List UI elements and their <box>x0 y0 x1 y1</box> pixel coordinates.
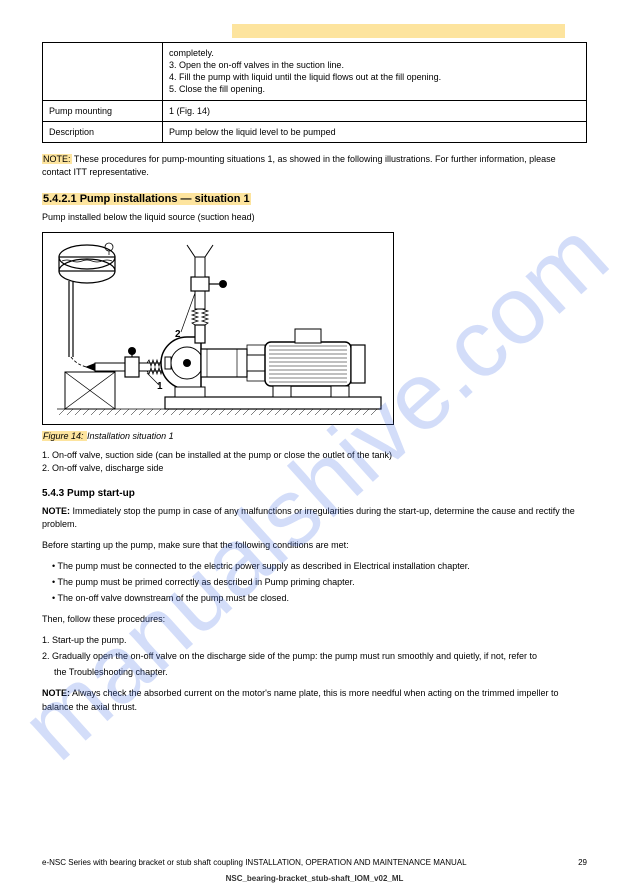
bullet-3: • The on-off valve downstream of the pum… <box>52 592 587 605</box>
warning-p1-label: NOTE: <box>42 506 70 516</box>
warning-p3-text: Always check the absorbed current on the… <box>42 688 558 711</box>
figure-legend: 1. On-off valve, suction side (can be in… <box>42 449 587 476</box>
figure-caption-prefix: Figure 14: <box>42 431 87 441</box>
subsection-title: 5.4.3 Pump start-up <box>42 488 587 499</box>
warning-p1: NOTE: Immediately stop the pump in case … <box>42 505 587 531</box>
figure-caption: Figure 14: Installation situation 1 <box>42 431 587 441</box>
steps-intro: Then, follow these procedures: <box>42 613 587 626</box>
table-row: Pump mounting 1 (Fig. 14) <box>43 100 587 121</box>
footer-page-number: 29 <box>578 858 587 867</box>
figure-caption-text: Installation situation 1 <box>87 431 174 441</box>
bullet-1: • The pump must be connected to the elec… <box>52 560 587 573</box>
cell-r3c1: Description <box>43 121 163 142</box>
section-intro: Pump installed below the liquid source (… <box>42 211 587 224</box>
note-text: These procedures for pump-mounting situa… <box>42 154 556 177</box>
cell-r2c2: 1 (Fig. 14) <box>163 100 587 121</box>
cell-r1c2: completely. 3. Open the on-off valves in… <box>163 43 587 101</box>
note-paragraph: NOTE: These procedures for pump-mounting… <box>42 153 587 179</box>
footer-left: e-NSC Series with bearing bracket or stu… <box>42 858 467 867</box>
cell-r3c2: Pump below the liquid level to be pumped <box>163 121 587 142</box>
document-id: NSC_bearing-bracket_stub-shaft_IOM_v02_M… <box>0 874 629 883</box>
callout-2: 2 <box>175 329 181 340</box>
step-2: 2. Gradually open the on-off valve on th… <box>42 650 587 663</box>
cell-r1c1 <box>43 43 163 101</box>
bullet-2: • The pump must be primed correctly as d… <box>52 576 587 589</box>
step-1: 1. Start-up the pump. <box>42 634 587 647</box>
step-2-cont: the Troubleshooting chapter. <box>54 666 587 679</box>
header-highlight-bar <box>232 24 565 38</box>
legend-item-2: 2. On-off valve, discharge side <box>42 462 587 476</box>
procedure-table: completely. 3. Open the on-off valves in… <box>42 42 587 143</box>
callout-1: 1 <box>157 381 163 392</box>
warning-p2: Before starting up the pump, make sure t… <box>42 539 587 552</box>
cell-r2c1: Pump mounting <box>43 100 163 121</box>
note-label-highlight: NOTE: <box>42 154 72 164</box>
table-row: completely. 3. Open the on-off valves in… <box>43 43 587 101</box>
figure-pump-installation: 1 2 <box>42 232 394 425</box>
warning-p3: NOTE: Always check the absorbed current … <box>42 687 587 713</box>
legend-item-1: 1. On-off valve, suction side (can be in… <box>42 449 587 463</box>
table-row: Description Pump below the liquid level … <box>43 121 587 142</box>
warning-p1-text: Immediately stop the pump in case of any… <box>42 506 575 529</box>
section-title: 5.4.2.1 Pump installations — situation 1 <box>42 193 587 205</box>
page-footer: e-NSC Series with bearing bracket or stu… <box>42 858 587 867</box>
pump-diagram-svg: 1 2 <box>47 237 391 417</box>
warning-p3-label: NOTE: <box>42 688 70 698</box>
section-title-highlight: 5.4.2.1 Pump installations — situation 1 <box>42 193 251 205</box>
